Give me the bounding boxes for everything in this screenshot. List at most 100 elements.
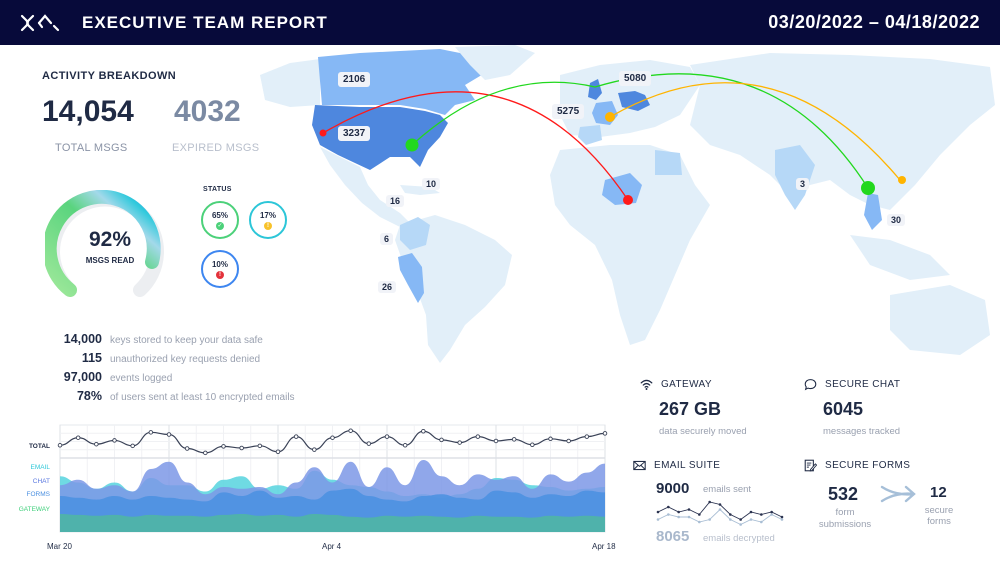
map-label-colombia: 6	[380, 233, 394, 245]
gateway-value: 267 GB	[659, 399, 722, 419]
dot-green-usa[interactable]	[405, 138, 419, 152]
email-sparkline[interactable]	[654, 500, 786, 528]
fact-item: 78% of users sent at least 10 encrypted e…	[40, 389, 295, 408]
region-uk[interactable]	[588, 79, 602, 100]
total-point[interactable]	[112, 438, 117, 443]
region-vietnam[interactable]	[864, 193, 882, 230]
arc-green-1	[411, 81, 596, 146]
total-point[interactable]	[312, 447, 317, 452]
region-canada[interactable]	[318, 49, 485, 115]
report-title: EXECUTIVE TEAM REPORT	[82, 12, 328, 32]
check-icon: ✓	[216, 221, 224, 230]
status-ring-warning[interactable]: 17% !	[249, 201, 287, 239]
chat-title: SECURE CHAT	[825, 379, 901, 390]
date-range[interactable]: 03/20/2022 – 04/18/2022	[768, 12, 980, 32]
region-australia	[890, 285, 990, 355]
total-point[interactable]	[239, 445, 244, 451]
total-point[interactable]	[184, 446, 190, 451]
total-point[interactable]	[384, 434, 390, 439]
area-gateway[interactable]	[60, 514, 605, 532]
total-point[interactable]	[203, 450, 208, 456]
legend-chat[interactable]: CHAT	[32, 478, 50, 485]
total-msgs-value: 14,054	[42, 95, 134, 128]
total-point[interactable]	[530, 442, 535, 447]
total-point[interactable]	[421, 428, 426, 434]
total-point[interactable]	[457, 440, 462, 445]
warning-icon: !	[264, 221, 272, 230]
fact-text: of users sent at least 10 encrypted emai…	[110, 392, 295, 403]
region-egypt	[655, 150, 682, 175]
total-point[interactable]	[148, 430, 154, 435]
chat-widget-title: SECURE CHAT	[804, 378, 900, 391]
wifi-icon	[640, 379, 653, 390]
email-title: EMAIL SUITE	[654, 460, 721, 471]
total-point[interactable]	[402, 443, 408, 448]
total-point[interactable]	[439, 437, 444, 443]
total-point[interactable]	[94, 441, 99, 447]
total-point[interactable]	[348, 428, 353, 433]
expired-msgs-value: 4032	[174, 95, 241, 128]
legend-total: TOTAL	[28, 443, 50, 450]
total-point[interactable]	[602, 431, 608, 436]
forms-title: SECURE FORMS	[825, 460, 911, 471]
gateway-title: GATEWAY	[661, 379, 712, 390]
region-peru[interactable]	[398, 253, 424, 303]
dot-green-asia[interactable]	[861, 181, 875, 195]
region-germany[interactable]	[618, 91, 650, 111]
dot-orange-france[interactable]	[605, 112, 615, 122]
status-warning-pct: 17%	[259, 210, 276, 220]
legend-forms[interactable]: FORMS	[26, 491, 50, 498]
total-point[interactable]	[548, 436, 553, 442]
legend-email[interactable]: EMAIL	[30, 464, 50, 471]
fact-item: 14,000 keys stored to keep your data safe	[40, 332, 295, 351]
secure-forms-value: 12	[930, 484, 947, 501]
emails-sent-value: 9000	[656, 480, 690, 497]
dot-red-canada[interactable]	[319, 129, 327, 137]
total-point[interactable]	[330, 435, 335, 440]
total-point[interactable]	[257, 443, 263, 449]
region-spain	[578, 125, 602, 145]
forms-pencil-icon	[804, 459, 817, 472]
total-point[interactable]	[293, 434, 299, 439]
legend-gateway[interactable]: GATEWAY	[18, 506, 50, 513]
total-point[interactable]	[584, 434, 590, 439]
world-map[interactable]	[250, 45, 1000, 365]
map-label-caribbean: 10	[422, 178, 441, 190]
total-point[interactable]	[130, 443, 135, 449]
form-submissions-label: form submissions	[818, 507, 872, 530]
region-africa	[550, 145, 710, 345]
total-point[interactable]	[221, 444, 226, 449]
total-point[interactable]	[366, 441, 372, 446]
total-point[interactable]	[166, 432, 172, 437]
msgs-read-label: MSGS READ	[85, 256, 135, 265]
gateway-widget-title: GATEWAY	[640, 378, 712, 391]
fact-text: keys stored to keep your data safe	[110, 335, 263, 346]
dot-red-niger[interactable]	[623, 195, 633, 205]
activity-stream-chart[interactable]	[0, 420, 620, 563]
chat-sub: messages tracked	[823, 426, 901, 437]
x-tick-end: Apr 18	[592, 542, 616, 551]
brand: EXECUTIVE TEAM REPORT	[20, 13, 328, 33]
status-ring-success[interactable]: 65% ✓	[201, 201, 239, 239]
header-bar: EXECUTIVE TEAM REPORT 03/20/2022 – 04/18…	[0, 0, 1000, 45]
region-south-america	[395, 215, 512, 363]
region-alaska[interactable]	[260, 59, 320, 107]
total-point[interactable]	[511, 437, 517, 442]
total-point[interactable]	[57, 443, 63, 448]
region-colombia[interactable]	[400, 217, 430, 250]
total-point[interactable]	[75, 435, 81, 440]
chat-value: 6045	[823, 399, 864, 419]
region-india[interactable]	[775, 145, 815, 210]
dot-orange-china[interactable]	[898, 176, 906, 184]
fact-text: unauthorized key requests denied	[110, 354, 261, 365]
map-label-india: 3	[796, 178, 810, 190]
total-point[interactable]	[475, 434, 481, 439]
total-point[interactable]	[566, 438, 571, 444]
total-point[interactable]	[275, 449, 281, 455]
map-label-vietnam: 30	[887, 214, 906, 226]
gateway-sub: data securely moved	[659, 426, 747, 437]
fact-number: 115	[81, 351, 102, 365]
total-point[interactable]	[493, 438, 499, 444]
envelope-icon	[633, 460, 646, 471]
status-ring-error[interactable]: 10% !	[201, 250, 239, 288]
